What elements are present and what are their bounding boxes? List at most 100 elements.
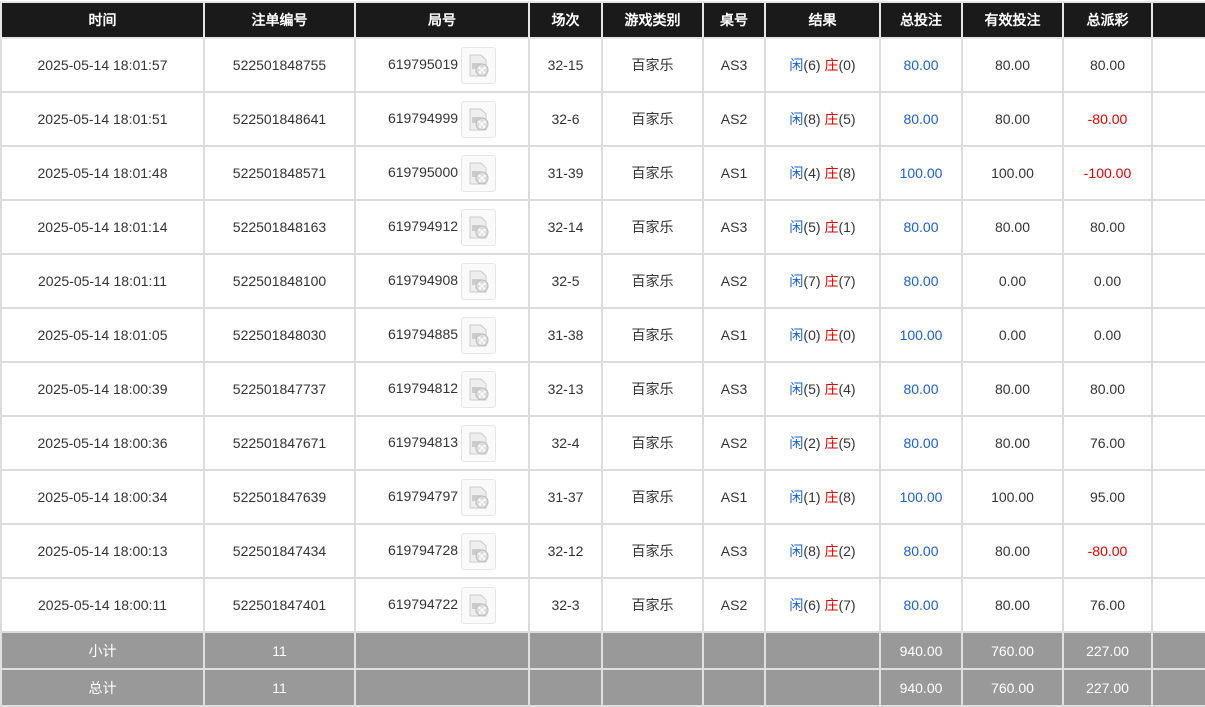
total-bet-cell: 80.00 xyxy=(879,415,963,471)
round-cell: 619794999 xyxy=(354,91,530,147)
result-cell: 闲(8) 庄(5) xyxy=(764,91,881,147)
payout-cell: 80.00 xyxy=(1062,37,1153,93)
table-row: 2025-05-14 18:01:05 522501848030 619794885… xyxy=(0,307,1205,363)
round-cell: 619794728 xyxy=(354,523,530,579)
player-score: (8) xyxy=(803,543,821,559)
round-number: 619795000 xyxy=(387,163,459,180)
video-replay-icon[interactable] xyxy=(461,478,497,516)
player-label: 闲 xyxy=(789,219,804,235)
subtotal-row: 小计 11 940.00 760.00 227.00 xyxy=(0,631,1205,670)
banker-label: 庄 xyxy=(824,219,839,235)
extra-cell xyxy=(1151,361,1205,417)
game-type-cell: 百家乐 xyxy=(601,307,704,363)
table-row: 2025-05-14 18:00:34 522501847639 619794797… xyxy=(0,469,1205,525)
round-number: 619795019 xyxy=(387,55,459,72)
game-type-cell: 百家乐 xyxy=(601,199,704,255)
total-bet-cell: 80.00 xyxy=(879,37,963,93)
bet-id-cell: 522501848571 xyxy=(203,145,356,201)
result-cell: 闲(1) 庄(8) xyxy=(764,469,881,525)
bet-id-cell: 522501848100 xyxy=(203,253,356,309)
banker-score: (7) xyxy=(838,597,856,613)
summary-total-bet: 940.00 xyxy=(879,668,963,707)
video-replay-icon[interactable] xyxy=(461,262,497,300)
round-number: 619794999 xyxy=(387,109,459,126)
table-row: 2025-05-14 18:01:57 522501848755 619795019… xyxy=(0,37,1205,93)
round-cell: 619795019 xyxy=(354,37,530,93)
total-bet-cell: 80.00 xyxy=(879,253,963,309)
video-replay-icon[interactable] xyxy=(461,154,497,192)
total-bet-cell: 80.00 xyxy=(879,91,963,147)
time-cell: 2025-05-14 18:00:13 xyxy=(0,523,205,579)
table-no-cell: AS2 xyxy=(702,415,766,471)
game-type-cell: 百家乐 xyxy=(601,37,704,93)
player-score: (0) xyxy=(803,327,821,343)
banker-label: 庄 xyxy=(824,489,839,505)
summary-count: 11 xyxy=(203,668,356,707)
header-bet-id: 注单编号 xyxy=(203,1,356,39)
extra-cell xyxy=(1151,37,1205,93)
video-replay-icon[interactable] xyxy=(461,316,497,354)
table-row: 2025-05-14 18:00:36 522501847671 619794813… xyxy=(0,415,1205,471)
table-row: 2025-05-14 18:00:11 522501847401 619794722… xyxy=(0,577,1205,633)
round-number: 619794813 xyxy=(387,433,459,450)
result-cell: 闲(4) 庄(8) xyxy=(764,145,881,201)
game-type-cell: 百家乐 xyxy=(601,523,704,579)
player-score: (2) xyxy=(803,435,821,451)
video-replay-icon[interactable] xyxy=(461,100,497,138)
video-replay-icon[interactable] xyxy=(461,370,497,408)
session-cell: 32-12 xyxy=(528,523,603,579)
summary-label: 总计 xyxy=(0,668,205,707)
header-game-type: 游戏类别 xyxy=(601,1,704,39)
extra-cell xyxy=(1151,469,1205,525)
table-no-cell: AS1 xyxy=(702,469,766,525)
result-cell: 闲(6) 庄(0) xyxy=(764,37,881,93)
video-replay-icon[interactable] xyxy=(461,208,497,246)
round-number: 619794797 xyxy=(387,487,459,504)
extra-cell xyxy=(1151,307,1205,363)
extra-cell xyxy=(1151,91,1205,147)
player-label: 闲 xyxy=(789,381,804,397)
banker-score: (0) xyxy=(838,57,856,73)
player-label: 闲 xyxy=(789,57,804,73)
payout-cell: 80.00 xyxy=(1062,199,1153,255)
session-cell: 31-38 xyxy=(528,307,603,363)
round-cell: 619795000 xyxy=(354,145,530,201)
game-type-cell: 百家乐 xyxy=(601,91,704,147)
summary-payout: 227.00 xyxy=(1062,631,1153,670)
bet-id-cell: 522501847401 xyxy=(203,577,356,633)
video-replay-icon[interactable] xyxy=(461,46,497,84)
player-score: (6) xyxy=(803,57,821,73)
video-replay-icon[interactable] xyxy=(461,424,497,462)
player-label: 闲 xyxy=(789,543,804,559)
extra-cell xyxy=(1151,523,1205,579)
video-replay-icon[interactable] xyxy=(461,532,497,570)
player-score: (8) xyxy=(803,111,821,127)
table-no-cell: AS1 xyxy=(702,307,766,363)
table-row: 2025-05-14 18:00:13 522501847434 619794728… xyxy=(0,523,1205,579)
result-cell: 闲(0) 庄(0) xyxy=(764,307,881,363)
valid-bet-cell: 100.00 xyxy=(961,469,1064,525)
player-score: (1) xyxy=(803,489,821,505)
total-bet-cell: 100.00 xyxy=(879,469,963,525)
session-cell: 32-4 xyxy=(528,415,603,471)
round-cell: 619794813 xyxy=(354,415,530,471)
round-cell: 619794722 xyxy=(354,577,530,633)
table-row: 2025-05-14 18:01:14 522501848163 619794912… xyxy=(0,199,1205,255)
extra-cell xyxy=(1151,145,1205,201)
player-label: 闲 xyxy=(789,435,804,451)
header-time: 时间 xyxy=(0,1,205,39)
valid-bet-cell: 80.00 xyxy=(961,577,1064,633)
table-no-cell: AS2 xyxy=(702,577,766,633)
banker-label: 庄 xyxy=(824,57,839,73)
banker-score: (5) xyxy=(838,111,856,127)
bet-id-cell: 522501848755 xyxy=(203,37,356,93)
video-replay-icon[interactable] xyxy=(461,586,497,624)
header-table-no: 桌号 xyxy=(702,1,766,39)
game-type-cell: 百家乐 xyxy=(601,253,704,309)
time-cell: 2025-05-14 18:01:11 xyxy=(0,253,205,309)
time-cell: 2025-05-14 18:00:39 xyxy=(0,361,205,417)
bet-id-cell: 522501847671 xyxy=(203,415,356,471)
player-score: (6) xyxy=(803,597,821,613)
player-label: 闲 xyxy=(789,165,804,181)
banker-score: (8) xyxy=(838,489,856,505)
